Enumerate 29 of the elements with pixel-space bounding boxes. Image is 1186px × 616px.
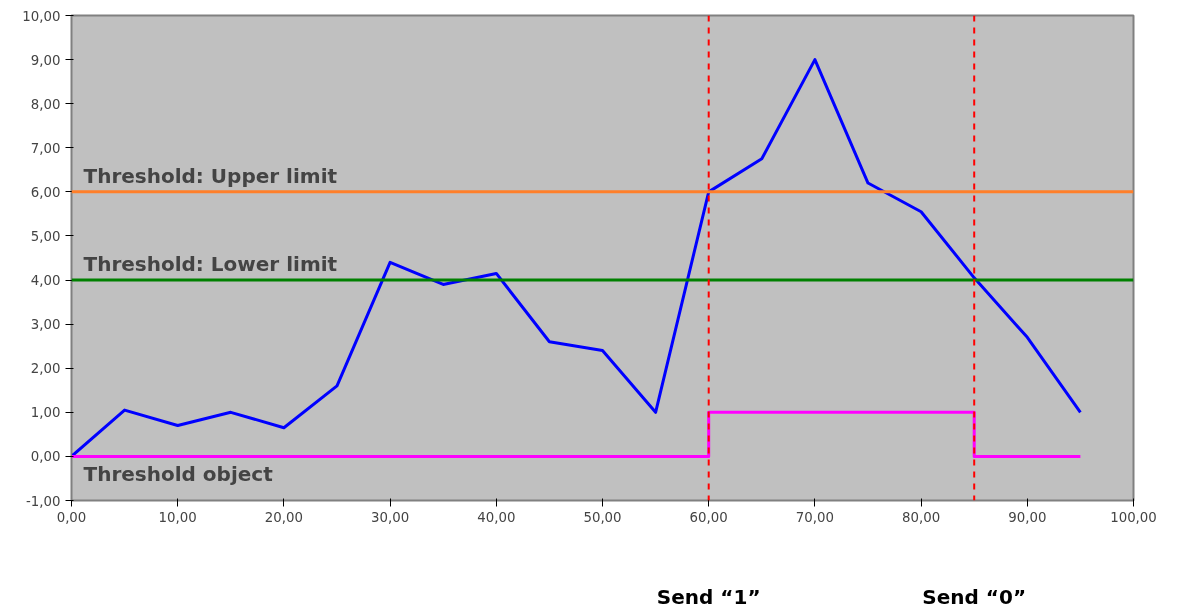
x-tick-label: 20,00: [264, 509, 303, 525]
y-tick-label: 5,00: [30, 228, 61, 244]
line-series: [71, 58, 1082, 458]
y-tick-label: 3,00: [30, 317, 61, 333]
x-tick-label: 40,00: [477, 509, 516, 525]
text: Send “0”: [922, 584, 1027, 609]
x-tick-label: 60,00: [689, 509, 728, 525]
ref-line-label: Threshold: Lower limit: [83, 252, 338, 277]
text: Send “1”: [656, 584, 761, 609]
y-tick-label: 2,00: [30, 361, 61, 377]
x-tick-label: 0,00: [56, 509, 87, 525]
ref-line-label: Threshold: Upper limit: [83, 163, 338, 188]
x-tick-label: 50,00: [583, 509, 622, 525]
annotation: Threshold object: [83, 462, 274, 487]
y-tick-label: 7,00: [30, 140, 61, 156]
y-tick-label: 1,00: [30, 405, 61, 421]
y-tick-label: 9,00: [30, 52, 61, 68]
x-tick-label: 70,00: [795, 509, 834, 525]
y-tick-label: 6,00: [30, 184, 61, 200]
y-tick-label: 0,00: [30, 449, 61, 465]
x-tick-label: 30,00: [371, 509, 410, 525]
y-tick-label: -1,00: [26, 493, 61, 509]
y-tick-label: 8,00: [30, 96, 61, 112]
y-tick-label: 10,00: [22, 8, 61, 24]
x-tick-label: 80,00: [902, 509, 941, 525]
x-tick-label: 100,00: [1110, 509, 1157, 525]
x-tick-label: 90,00: [1008, 509, 1047, 525]
y-tick-label: 4,00: [30, 273, 61, 289]
x-tick-label: 10,00: [158, 509, 197, 525]
